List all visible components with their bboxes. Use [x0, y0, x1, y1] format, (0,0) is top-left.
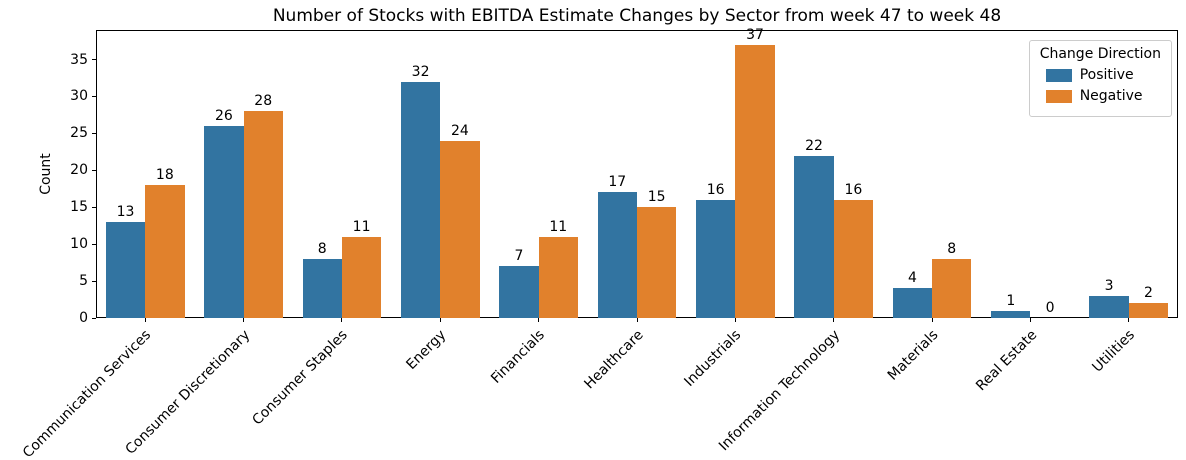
y-tick-label: 15 [70, 199, 88, 216]
x-tick-label: Real Estate [972, 327, 1040, 395]
x-tick-label: Consumer Staples [249, 327, 352, 429]
legend: Change Direction Positive Negative [1028, 40, 1172, 117]
legend-item-label: Negative [1079, 88, 1143, 104]
y-tick-label: 20 [70, 162, 88, 179]
x-tick-label: Materials [884, 327, 942, 384]
x-tick-mark [243, 318, 245, 322]
legend-item-negative: Negative [1045, 88, 1161, 104]
plot-area [96, 30, 1178, 318]
x-tick-mark [1128, 318, 1130, 322]
legend-rows: Positive Negative [1040, 67, 1161, 104]
x-tick-mark [1029, 318, 1031, 322]
y-tick-label: 0 [79, 310, 88, 326]
y-tick-label: 30 [70, 88, 88, 105]
legend-item-positive: Positive [1045, 67, 1161, 83]
y-tick-label: 35 [70, 51, 88, 68]
y-tick-label: 5 [79, 273, 88, 290]
x-tick-label: Industrials [681, 327, 745, 390]
x-tick-mark [931, 318, 933, 322]
x-tick-mark [833, 318, 835, 322]
y-tick-label: 10 [70, 236, 88, 253]
y-tick-label: 25 [70, 125, 88, 142]
x-tick-label: Financials [488, 327, 548, 387]
legend-item-label: Positive [1079, 67, 1134, 83]
y-axis-label: Count [38, 153, 54, 195]
x-tick-mark [636, 318, 638, 322]
x-tick-mark [439, 318, 441, 322]
x-tick-label: Energy [403, 327, 450, 373]
x-tick-label: Consumer Discretionary [122, 327, 253, 458]
x-tick-mark [144, 318, 146, 322]
x-tick-label: Healthcare [581, 327, 647, 393]
x-tick-label: Utilities [1089, 327, 1139, 376]
x-tick-mark [341, 318, 343, 322]
x-tick-mark [538, 318, 540, 322]
chart-title: Number of Stocks with EBITDA Estimate Ch… [272, 6, 1002, 26]
x-tick-label: Communication Services [20, 327, 155, 460]
legend-swatch-negative [1045, 89, 1072, 103]
legend-title: Change Direction [1039, 46, 1161, 62]
x-tick-label: Information Technology [715, 327, 844, 455]
x-tick-mark [734, 318, 736, 322]
legend-swatch-positive [1045, 68, 1072, 82]
